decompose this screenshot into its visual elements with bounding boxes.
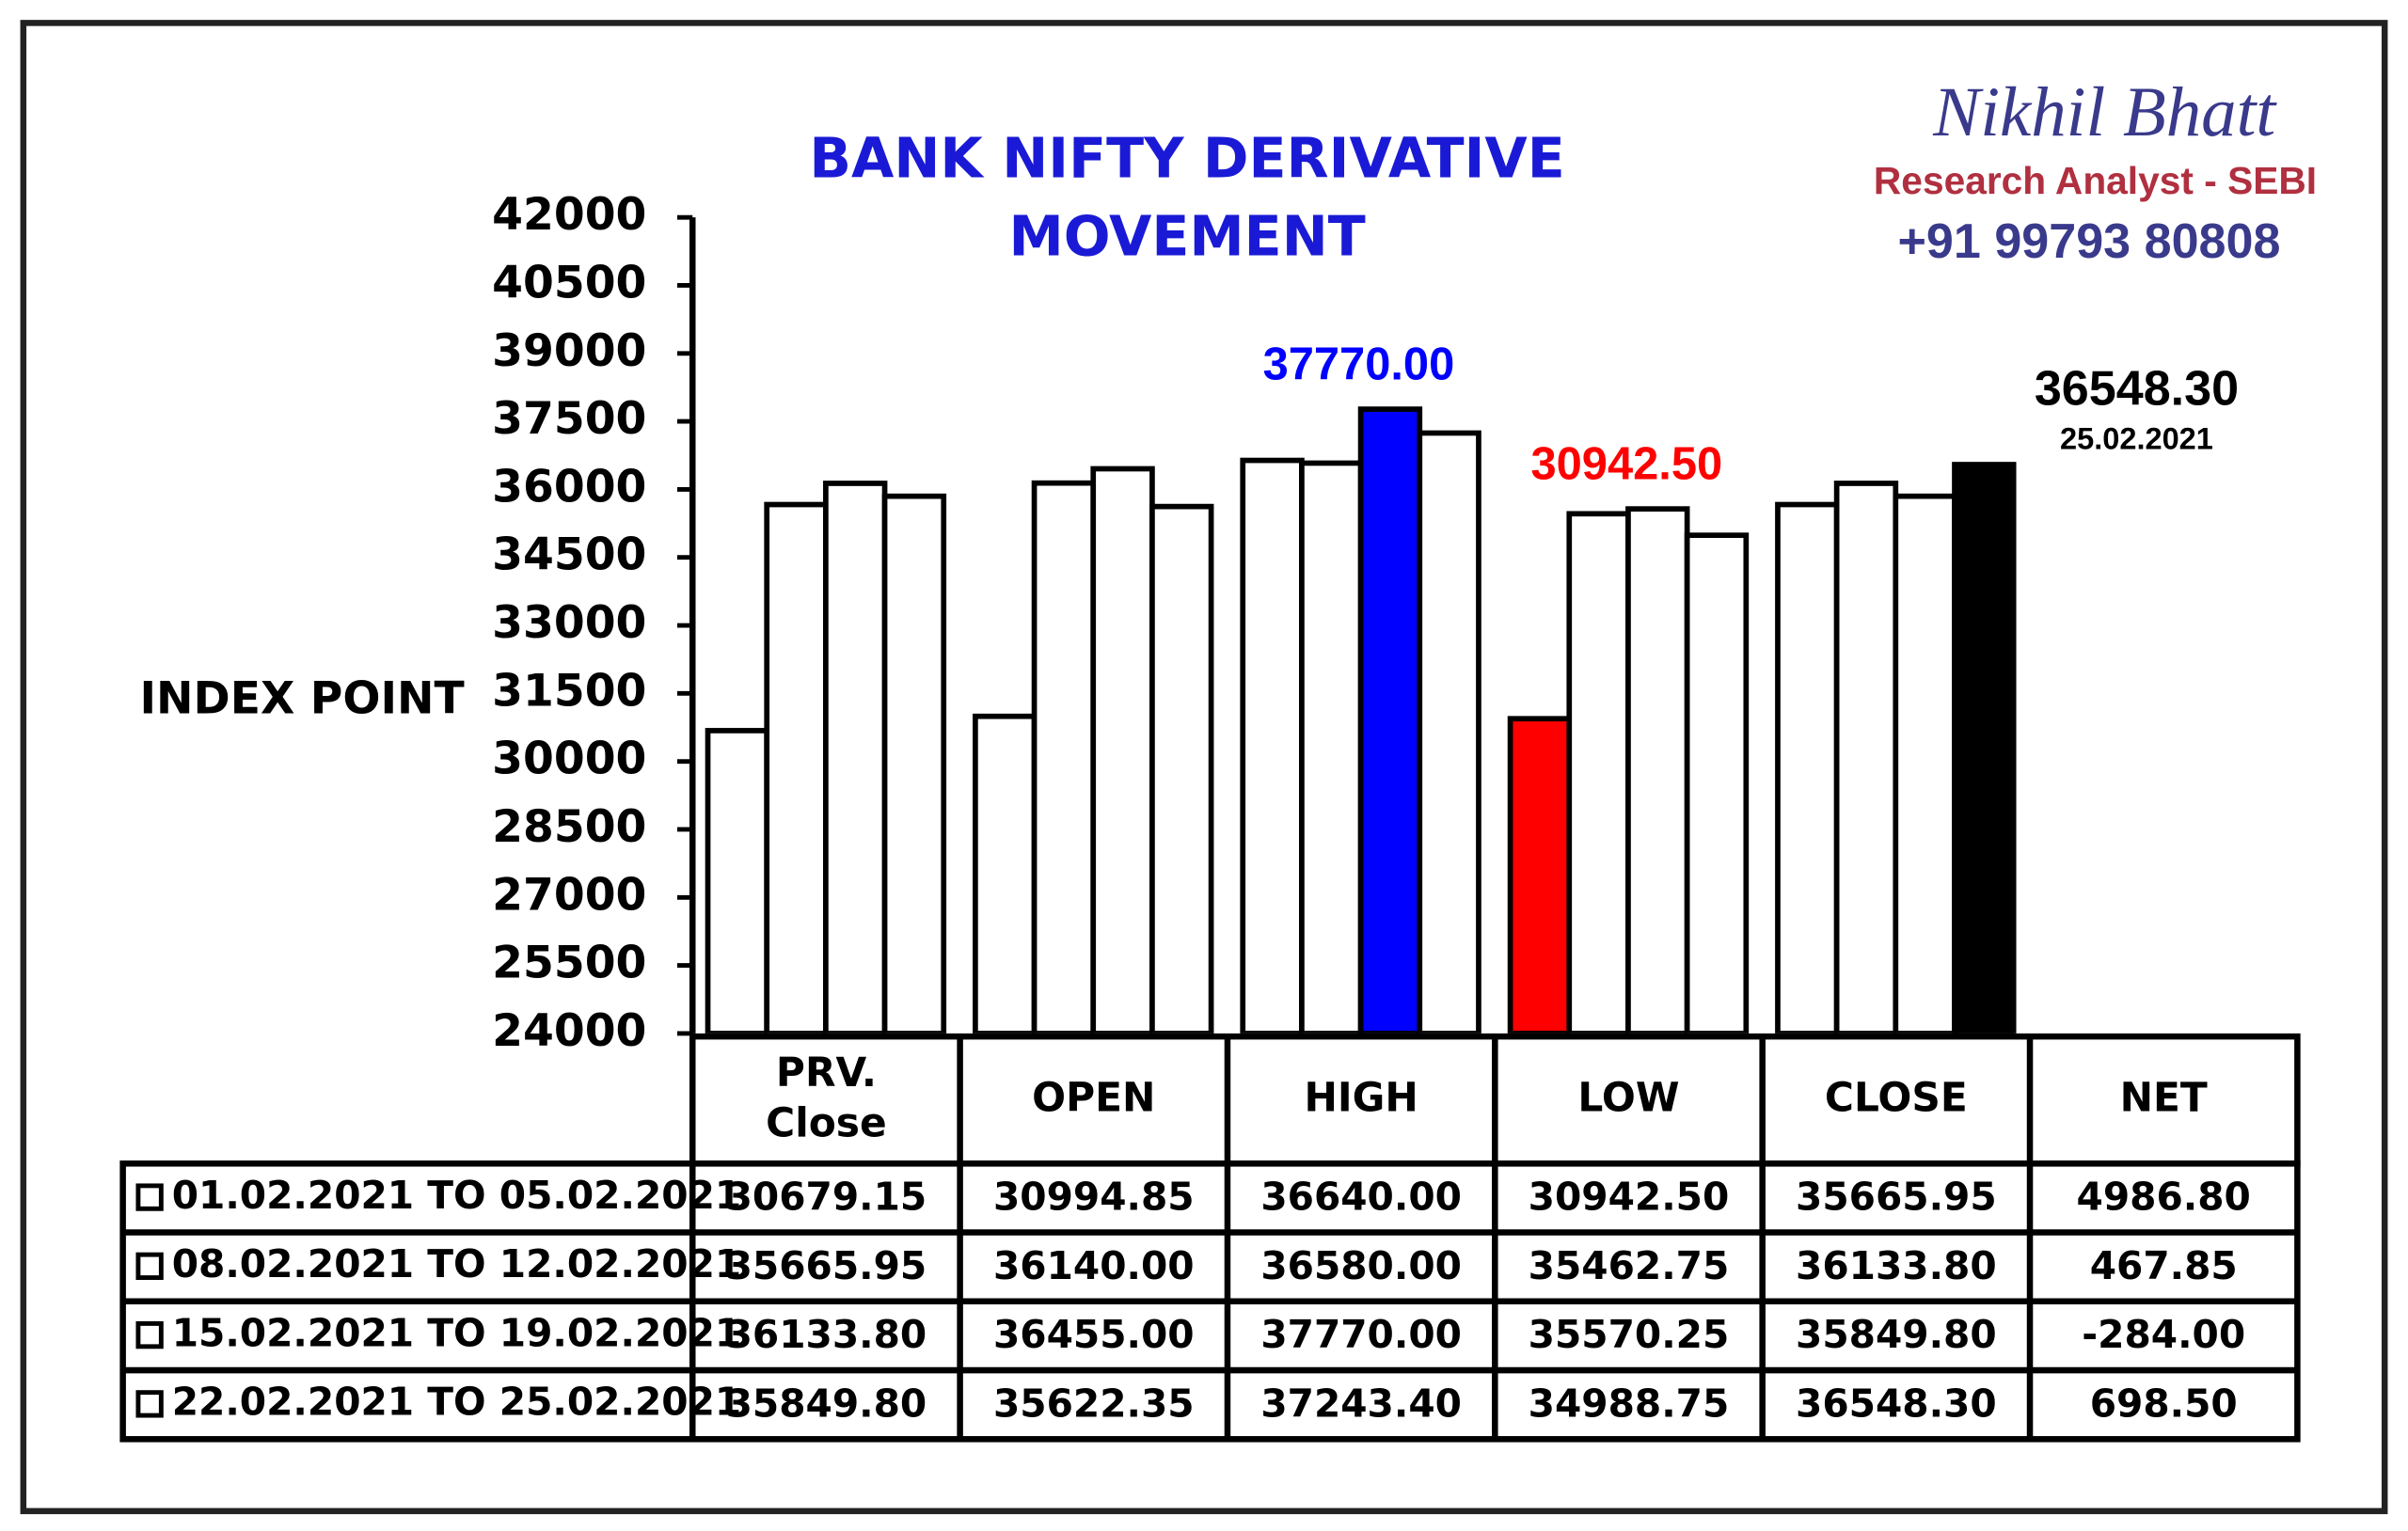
bar [881, 493, 947, 1034]
table-cell: 30994.85 [993, 1175, 1195, 1220]
bar [1417, 430, 1481, 1034]
table-cell: 36580.00 [1260, 1243, 1462, 1288]
bar [1507, 716, 1573, 1034]
table-cell: 35665.95 [726, 1243, 927, 1288]
brand-phone: +91 99793 80808 [1898, 214, 2281, 269]
table-cell: 35462.75 [1529, 1243, 1730, 1288]
table-cell: 36548.30 [1796, 1381, 1997, 1426]
table-cell: 4986.80 [2077, 1175, 2251, 1220]
table-cell: 37770.00 [1260, 1312, 1462, 1357]
x-tick-label: CLOSE [1825, 1074, 1968, 1120]
table-cell: 36455.00 [993, 1312, 1195, 1357]
bar [1833, 481, 1899, 1034]
y-tick-label: 42000 [492, 189, 646, 241]
bar [1625, 506, 1690, 1034]
y-tick-label: 28500 [492, 801, 646, 853]
y-tick-label: 37500 [492, 393, 646, 445]
y-tick-label: 30000 [492, 734, 646, 785]
legend-label: 22.02.2021 TO 25.02.2021 [172, 1380, 741, 1425]
table-cell: 36133.80 [1796, 1243, 1997, 1288]
table-cell: 30942.50 [1529, 1175, 1730, 1220]
x-tick-label: LOW [1577, 1074, 1679, 1120]
annotation: 36548.30 [2035, 362, 2239, 417]
table-cell: 36133.80 [726, 1312, 927, 1357]
y-tick-label: 31500 [492, 665, 646, 717]
y-tick-label: 25500 [492, 938, 646, 989]
bar [764, 501, 829, 1034]
chart-title: BANK NIFTY DERIVATIVE [809, 127, 1564, 191]
y-tick-label: 36000 [492, 461, 646, 513]
brand-name: Nikhil Bhatt [1932, 73, 2277, 151]
legend-swatch [135, 1252, 164, 1281]
bar [1090, 466, 1155, 1034]
bar [1357, 406, 1423, 1034]
legend-swatch [135, 1183, 164, 1211]
table-cell: 698.50 [2090, 1381, 2238, 1426]
x-tick-label: HIGH [1304, 1074, 1418, 1120]
table-cell: 35665.95 [1796, 1175, 1997, 1220]
brand-role: Research Analyst - SEBI [1874, 159, 2317, 202]
table-cell: 30679.15 [726, 1175, 927, 1220]
annotation: 25.02.2021 [2060, 421, 2213, 455]
table-cell: 35849.80 [726, 1381, 927, 1426]
x-tick-label: NET [2120, 1074, 2208, 1120]
legend-label: 08.02.2021 TO 12.02.2021 [172, 1241, 741, 1286]
bar [1893, 493, 1957, 1034]
y-tick-label: 33000 [492, 597, 646, 649]
table-cell: 36140.00 [993, 1243, 1195, 1288]
bar [1149, 503, 1214, 1034]
bar [1031, 480, 1097, 1034]
bar [973, 713, 1038, 1034]
table-cell: 467.85 [2090, 1243, 2238, 1288]
legend-swatch [135, 1320, 164, 1349]
table-cell: 35570.25 [1529, 1312, 1730, 1357]
bar [1775, 501, 1840, 1034]
table-cell: 37243.40 [1260, 1381, 1462, 1426]
table-cell: -284.00 [2082, 1312, 2245, 1357]
legend-swatch [135, 1390, 164, 1418]
table-cell: 35849.80 [1796, 1312, 1997, 1357]
y-axis-label: INDEX POINT [139, 673, 464, 725]
table-cell: 35622.35 [993, 1381, 1195, 1426]
bar [1952, 462, 2017, 1034]
y-tick-label: 40500 [492, 257, 646, 308]
legend-label: 01.02.2021 TO 05.02.2021 [172, 1173, 741, 1218]
annotation: 30942.50 [1530, 438, 1722, 489]
x-tick-label: PRV. Close [766, 1049, 887, 1145]
table-cell: 34988.75 [1529, 1381, 1730, 1426]
y-tick-label: 27000 [492, 869, 646, 921]
bars [705, 406, 2017, 1034]
bar [1566, 511, 1631, 1034]
bar [1684, 532, 1750, 1034]
bar [823, 481, 888, 1034]
annotation: 37770.00 [1263, 339, 1455, 390]
bar [1240, 457, 1305, 1034]
bar [705, 728, 770, 1034]
y-tick-label: 24000 [492, 1005, 646, 1057]
table-cell: 36640.00 [1260, 1175, 1462, 1220]
chart-title: MOVEMENT [1008, 205, 1365, 269]
bar [1299, 460, 1364, 1034]
y-tick-label: 39000 [492, 325, 646, 377]
x-tick-label: OPEN [1032, 1074, 1155, 1120]
y-tick-label: 34500 [492, 529, 646, 581]
legend-label: 15.02.2021 TO 19.02.2021 [172, 1310, 741, 1355]
